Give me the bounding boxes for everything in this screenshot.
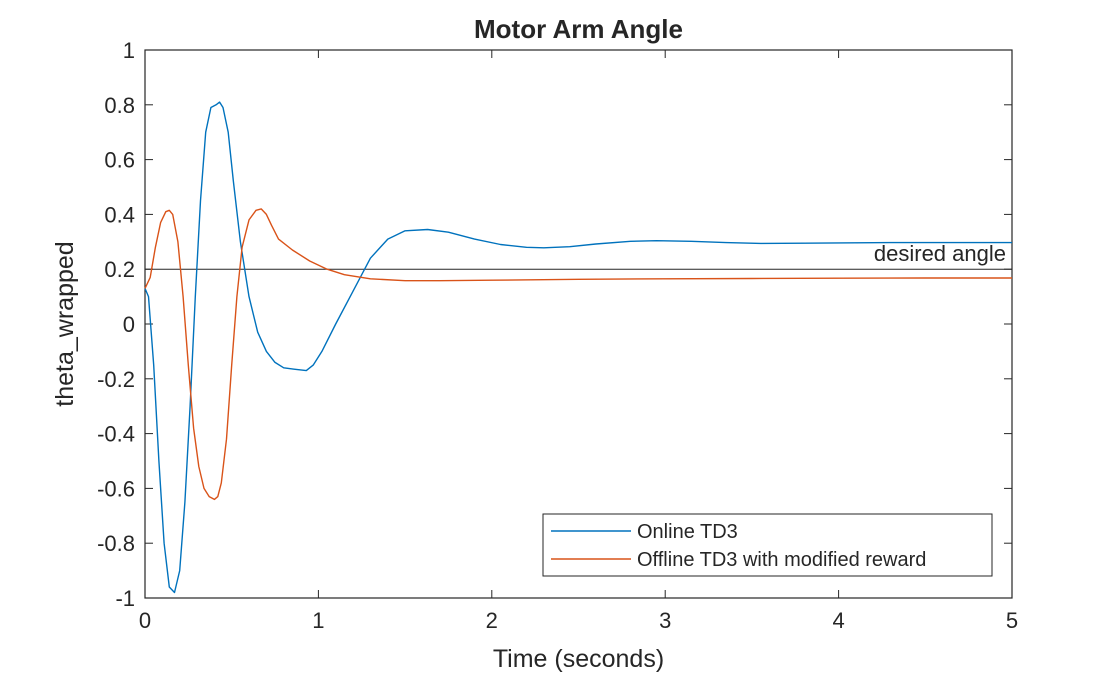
series-line-1 (144, 101, 1012, 594)
y-tick-label: 0.4 (104, 202, 135, 227)
legend-label: Online TD3 (637, 521, 738, 543)
y-tick-label: -1 (115, 586, 135, 611)
legend-box (542, 513, 993, 577)
y-tick-label: 0.8 (104, 93, 135, 118)
series-line-2 (144, 208, 1012, 501)
y-tick-label: -0.8 (97, 531, 135, 556)
y-tick-label: 0.6 (104, 148, 135, 173)
x-tick-label: 0 (139, 608, 151, 633)
annotation-label: desired angle (874, 241, 1006, 266)
x-tick-label: 4 (832, 608, 844, 633)
x-tick-label: 3 (659, 608, 671, 633)
y-tick-label: -0.2 (97, 367, 135, 392)
plot-area: 0 1 2 3 4 5 -1 -0.8 -0.6 -0.4 -0.2 0 0.2 0.4 0.6 0.8 1 de… (97, 38, 1018, 633)
x-tick-label: 1 (312, 608, 324, 633)
y-tick-label: 0.2 (104, 257, 135, 282)
chart-title: Motor Arm Angle (474, 14, 683, 44)
y-tick-label: 1 (123, 38, 135, 63)
legend-label: Offline TD3 with modified reward (637, 549, 926, 571)
x-tick-label: 5 (1006, 608, 1018, 633)
x-tick-label: 2 (486, 608, 498, 633)
y-axis-label: theta_wrapped (51, 241, 79, 406)
y-tick-label: -0.4 (97, 422, 135, 447)
y-tick-label: -0.6 (97, 476, 135, 501)
legend: Online TD3 Offline TD3 with modified rewa… (542, 513, 993, 577)
x-axis-label: Time (seconds) (493, 645, 664, 673)
y-tick-label: 0 (123, 312, 135, 337)
